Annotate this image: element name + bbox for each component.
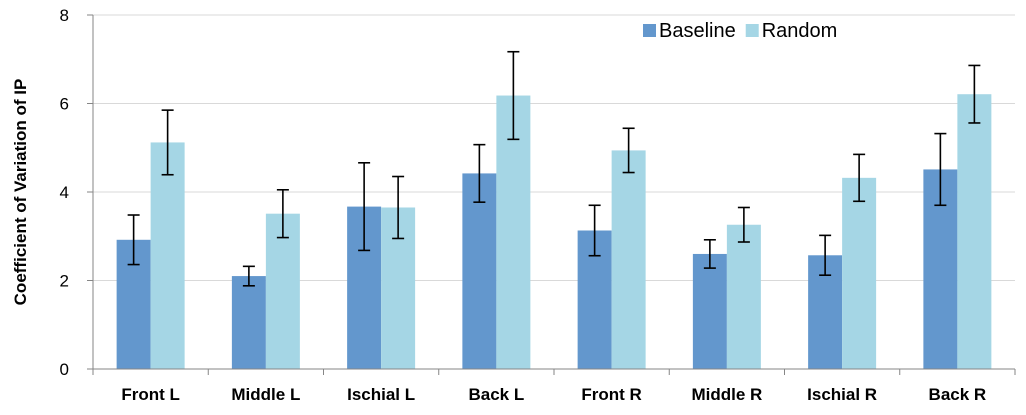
x-category-label: Back R — [929, 385, 987, 404]
x-category-label: Middle R — [691, 385, 762, 404]
bar-random-ischial-r — [842, 177, 877, 369]
x-category-label: Middle L — [231, 385, 300, 404]
y-tick-labels: 0 2 4 6 8 — [60, 6, 69, 379]
x-category-label: Front L — [121, 385, 180, 404]
x-category-label: Ischial R — [807, 385, 877, 404]
bar-random-back-r — [957, 94, 992, 370]
bars — [116, 94, 992, 370]
bar-random-front-l — [150, 142, 185, 369]
gridlines — [93, 14, 1015, 281]
legend-swatch-baseline — [643, 24, 656, 37]
y-axis-title: Coefficient of Variation of IP — [11, 79, 30, 306]
y-tick-label: 0 — [60, 360, 69, 379]
x-category-label: Ischial L — [347, 385, 415, 404]
bar-random-middle-r — [726, 224, 761, 369]
x-category-label: Back L — [469, 385, 525, 404]
y-tick-label: 6 — [60, 95, 69, 114]
bar-baseline-middle-l — [231, 276, 266, 369]
y-tick-label: 2 — [60, 272, 69, 291]
legend-label-baseline: Baseline — [659, 20, 736, 42]
bar-random-middle-l — [265, 213, 300, 369]
x-category-labels: Front L Middle L Ischial L Back L Front R Mid… — [121, 385, 986, 404]
axes — [87, 14, 1016, 375]
legend-swatch-random — [745, 24, 759, 37]
y-tick-label: 4 — [60, 183, 69, 202]
y-tick-label: 8 — [60, 6, 69, 25]
x-category-label: Front R — [581, 385, 641, 404]
bar-baseline-middle-r — [692, 253, 727, 369]
error-bars — [127, 50, 981, 287]
legend-label-random: Random — [762, 20, 838, 42]
bar-baseline-back-l — [462, 173, 497, 369]
bar-random-back-l — [496, 95, 531, 369]
bar-random-front-r — [611, 150, 646, 369]
legend: Baseline Random — [643, 20, 837, 42]
